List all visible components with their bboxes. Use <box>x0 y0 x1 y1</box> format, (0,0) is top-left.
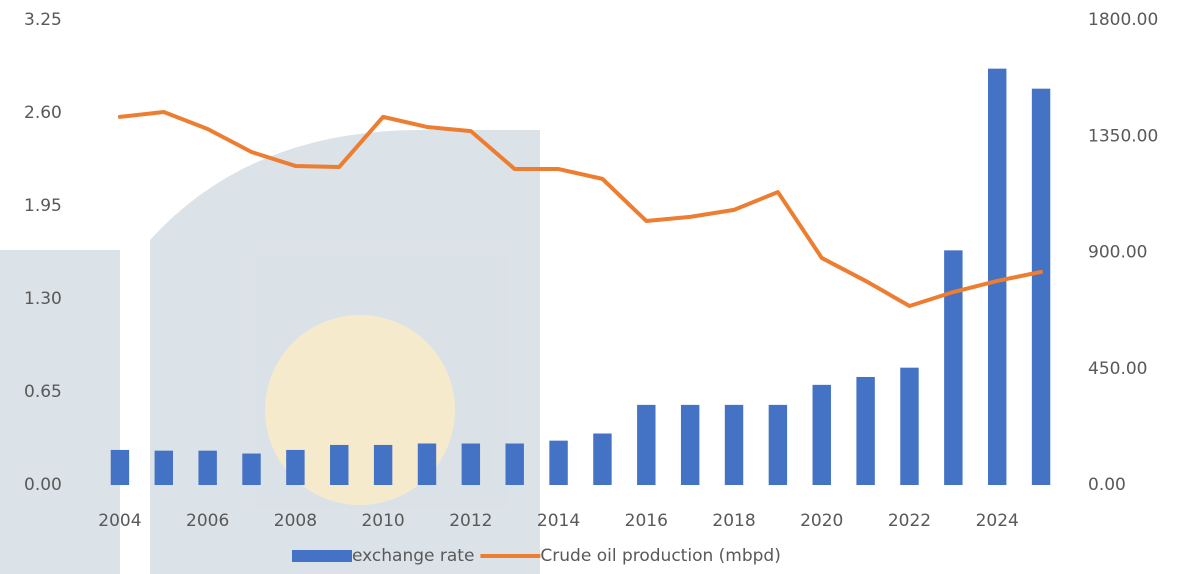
legend-swatch <box>292 550 352 562</box>
bar <box>724 404 744 485</box>
bar <box>856 376 875 485</box>
y-tick-label: 0.65 <box>24 382 62 402</box>
y-tick-label: 1.95 <box>24 196 62 216</box>
bar <box>900 367 919 485</box>
y-tick-label: 1.30 <box>24 289 62 309</box>
bar <box>593 433 612 485</box>
bar <box>198 450 217 485</box>
bar <box>637 404 656 485</box>
y-tick-label: 3.25 <box>24 10 62 30</box>
x-tick-label: 2004 <box>98 511 141 531</box>
x-tick-label: 2010 <box>361 511 404 531</box>
y2-tick-label: 1800.00 <box>1088 10 1158 30</box>
bar <box>768 404 788 485</box>
x-tick-label: 2024 <box>976 511 1019 531</box>
bar <box>330 444 349 485</box>
bar <box>461 443 481 485</box>
bar <box>505 443 524 485</box>
x-tick-label: 2016 <box>625 511 668 531</box>
bar <box>417 443 437 485</box>
y2-tick-label: 0.00 <box>1088 475 1126 495</box>
bar <box>242 453 261 485</box>
y2-tick-label: 900.00 <box>1088 243 1147 263</box>
x-tick-label: 2018 <box>712 511 755 531</box>
bar <box>1031 88 1051 485</box>
bar <box>944 250 963 485</box>
legend-label: Crude oil production (mbpd) <box>540 546 780 566</box>
y2-tick-label: 450.00 <box>1088 359 1147 379</box>
x-tick-label: 2014 <box>537 511 580 531</box>
bar <box>987 68 1007 486</box>
bar <box>549 440 568 485</box>
x-tick-label: 2012 <box>449 511 492 531</box>
x-tick-label: 2008 <box>274 511 317 531</box>
line <box>117 109 1044 308</box>
y-tick-label: 0.00 <box>24 475 62 495</box>
x-tick-label: 2020 <box>800 511 843 531</box>
bar <box>373 444 393 485</box>
y2-tick-label: 1350.00 <box>1088 126 1158 146</box>
legend-label: exchange rate <box>352 546 474 566</box>
y-tick-label: 2.60 <box>24 103 62 123</box>
bar <box>154 450 174 485</box>
watermark <box>0 130 540 574</box>
bar <box>110 449 130 485</box>
x-tick-label: 2022 <box>888 511 931 531</box>
x-tick-label: 2006 <box>186 511 229 531</box>
bar <box>286 449 305 485</box>
bar <box>680 404 700 485</box>
bar <box>812 384 831 485</box>
